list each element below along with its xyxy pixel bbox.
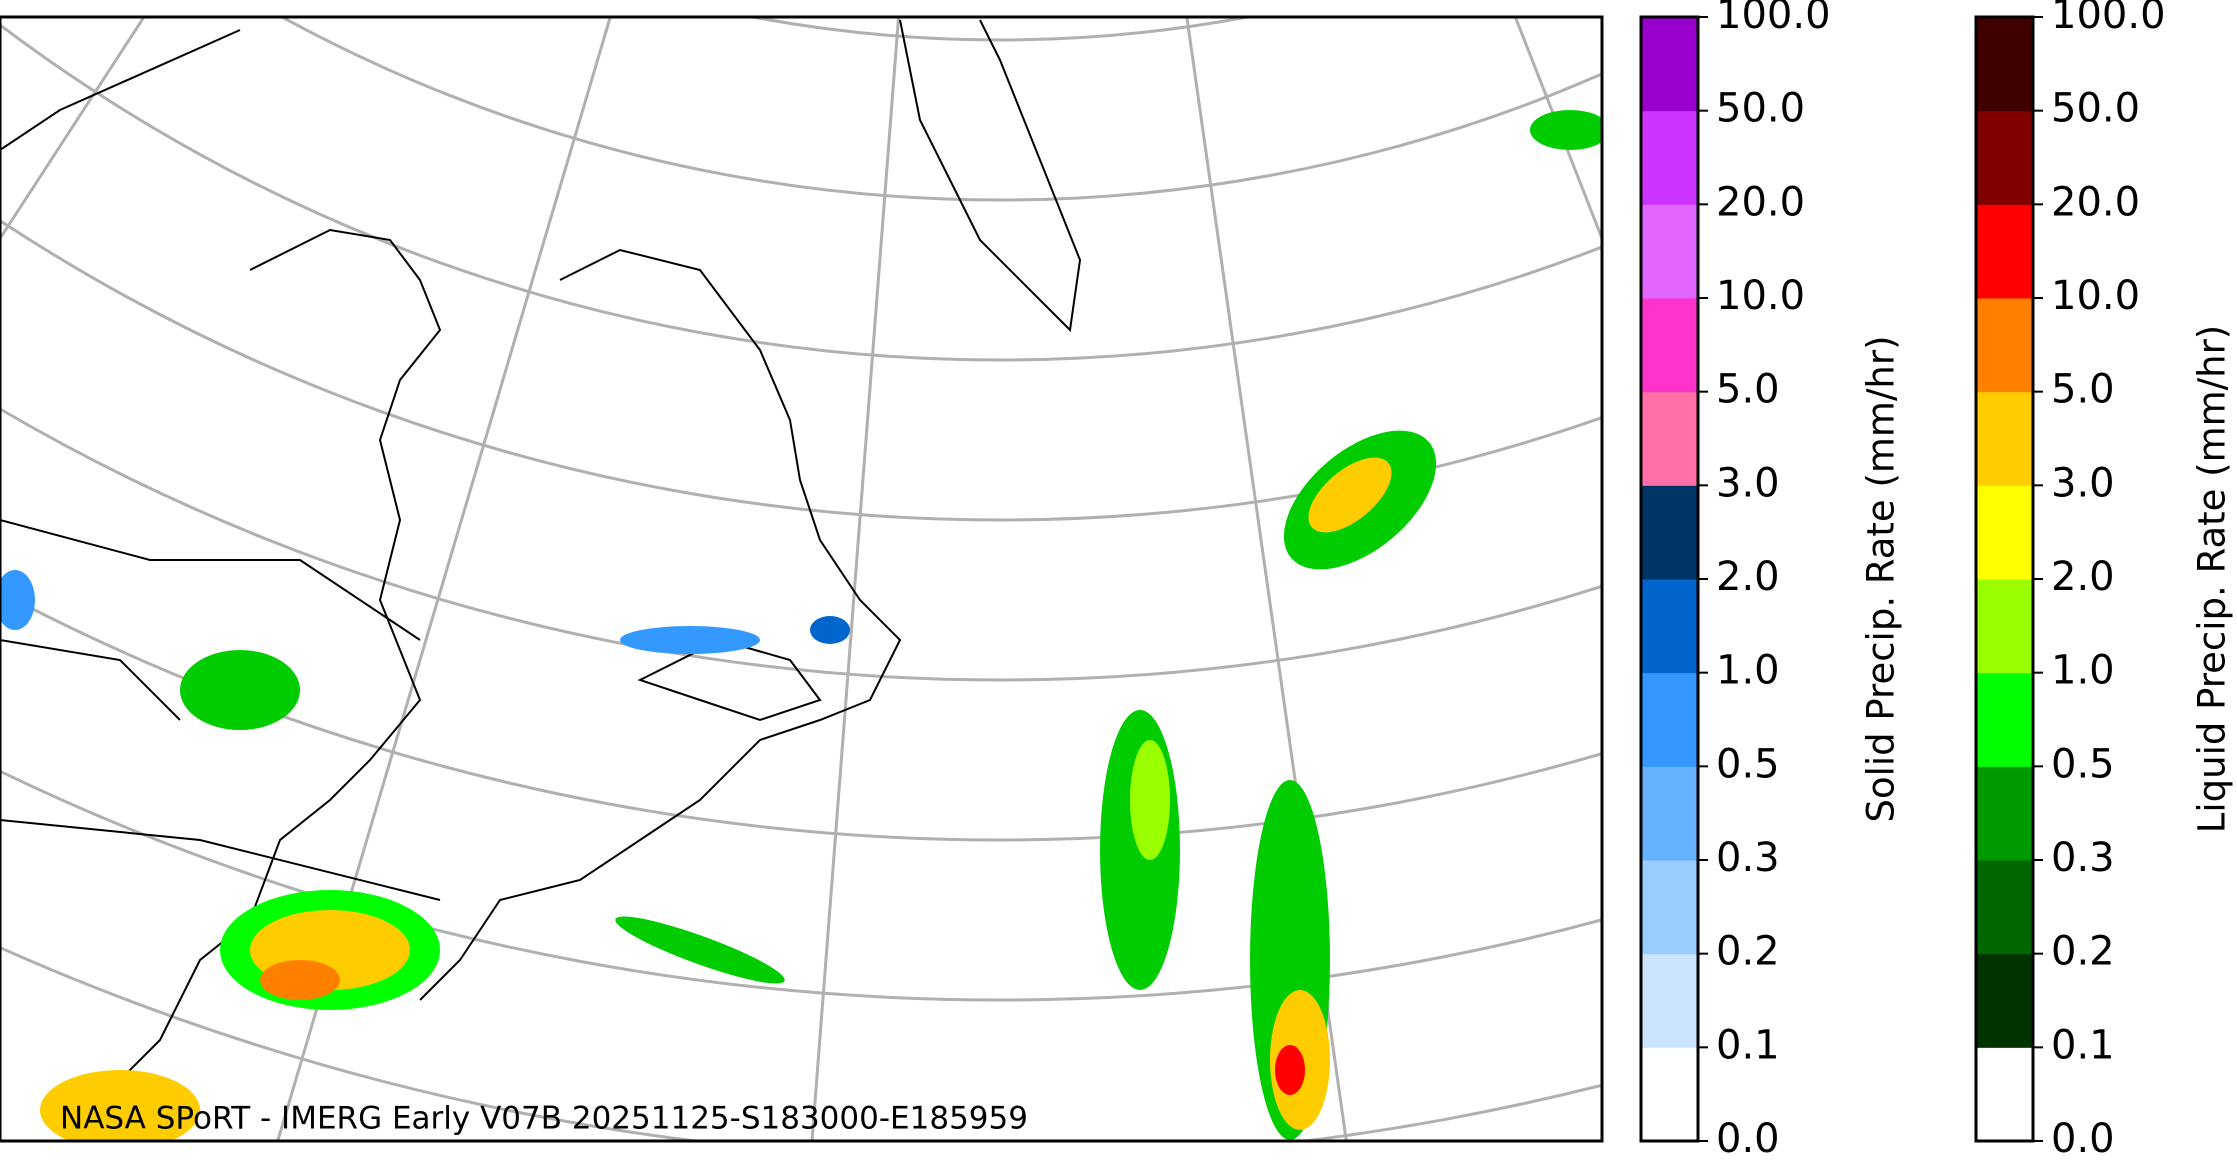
colorbar-tick-label: 0.5 xyxy=(1716,741,1780,787)
colorbar-tick-label: 2.0 xyxy=(2051,554,2115,600)
colorbar-bin xyxy=(1976,485,2033,580)
colorbar-tick-label: 0.3 xyxy=(2051,835,2115,881)
coastline xyxy=(899,19,1082,333)
precip-area xyxy=(180,650,300,730)
colorbar-bin xyxy=(1641,672,1698,767)
parallel xyxy=(0,589,1602,841)
precipitation xyxy=(0,110,1602,1141)
colorbar-tick-label: 10.0 xyxy=(2051,273,2140,319)
precip-area xyxy=(1530,110,1602,150)
precip-area xyxy=(40,1070,200,1141)
colorbar-tick-label: 3.0 xyxy=(2051,460,2115,506)
colorbar-tick-label: 1.0 xyxy=(1716,648,1780,694)
colorbar-tick-label: 20.0 xyxy=(1716,179,1805,225)
colorbar-bin xyxy=(1976,391,2033,486)
parallel xyxy=(0,768,1602,1001)
colorbar-bin xyxy=(1641,391,1698,486)
precip-area xyxy=(260,960,340,1000)
colorbar-bin xyxy=(1641,766,1698,861)
colorbar-bin xyxy=(1641,860,1698,955)
colorbar-tick-label: 3.0 xyxy=(1716,460,1780,506)
colorbar-bin xyxy=(1976,204,2033,299)
colorbar-bin xyxy=(1641,204,1698,299)
precip-area xyxy=(1275,1045,1305,1095)
colorbar-tick-label: 1.0 xyxy=(2051,648,2115,694)
colorbar-tick-label: 10.0 xyxy=(1716,273,1805,319)
colorbar-bin xyxy=(1976,579,2033,674)
colorbar-tick-label: 2.0 xyxy=(1716,554,1780,600)
colorbar-tick-label: 20.0 xyxy=(2051,179,2140,225)
colorbar-tick-label: 0.0 xyxy=(1716,1116,1780,1162)
colorbar-label: Liquid Precip. Rate (mm/hr) xyxy=(2191,325,2234,834)
colorbar-tick-label: 0.5 xyxy=(2051,741,2115,787)
colorbar-tick-label: 0.1 xyxy=(1716,1022,1780,1068)
colorbar-bin xyxy=(1641,1047,1698,1142)
parallel xyxy=(746,17,1254,42)
parallel xyxy=(0,22,1602,362)
meridian xyxy=(276,17,612,1141)
colorbar-bin xyxy=(1641,17,1698,112)
border xyxy=(0,519,441,901)
precip-area xyxy=(0,570,35,630)
precip-area xyxy=(615,916,785,984)
colorbar-bin xyxy=(1976,672,2033,767)
colorbar-bin xyxy=(1641,110,1698,205)
colorbar-bin xyxy=(1976,298,2033,393)
coastline xyxy=(419,248,902,1001)
precip-area xyxy=(1130,740,1170,860)
coastlines xyxy=(0,19,1082,1101)
parallel xyxy=(0,406,1602,681)
map-frame xyxy=(0,15,1604,1143)
colorbar-bin xyxy=(1976,17,2033,112)
caption: NASA SPoRT - IMERG Early V07B 20251125-S… xyxy=(60,1101,1028,1137)
precip-area xyxy=(810,616,850,644)
colorbar-tick-label: 50.0 xyxy=(1716,86,1805,132)
colorbar-bin xyxy=(1976,766,2033,861)
precip-area xyxy=(620,626,760,654)
meridian xyxy=(810,17,901,1141)
colorbar-bin xyxy=(1641,298,1698,393)
colorbar-bin xyxy=(1641,953,1698,1048)
colorbar-tick-label: 5.0 xyxy=(2051,367,2115,413)
colorbar-tick-label: 100.0 xyxy=(2051,0,2166,38)
colorbar-bin xyxy=(1641,485,1698,580)
colorbar-bin xyxy=(1976,953,2033,1048)
colorbar-bin xyxy=(1976,1047,2033,1142)
meridian xyxy=(1185,17,1348,1141)
colorbar-tick-label: 0.2 xyxy=(2051,929,2115,975)
colorbar-bin xyxy=(1641,579,1698,674)
colorbar-tick-label: 0.3 xyxy=(1716,835,1780,881)
colorbar-tick-label: 0.1 xyxy=(2051,1022,2115,1068)
colorbar-tick-label: 0.0 xyxy=(2051,1116,2115,1162)
colorbar-tick-label: 100.0 xyxy=(1716,0,1831,38)
colorbar-bin xyxy=(1976,110,2033,205)
parallel xyxy=(0,218,1602,521)
colorbar-tick-label: 50.0 xyxy=(2051,86,2140,132)
colorbar-tick-label: 5.0 xyxy=(1716,367,1780,413)
colorbar-bin xyxy=(1976,860,2033,955)
parallel xyxy=(279,17,1602,202)
precip-area xyxy=(1308,457,1392,533)
colorbar-label: Solid Precip. Rate (mm/hr) xyxy=(1860,335,1903,822)
colorbar-tick-label: 0.2 xyxy=(1716,929,1780,975)
